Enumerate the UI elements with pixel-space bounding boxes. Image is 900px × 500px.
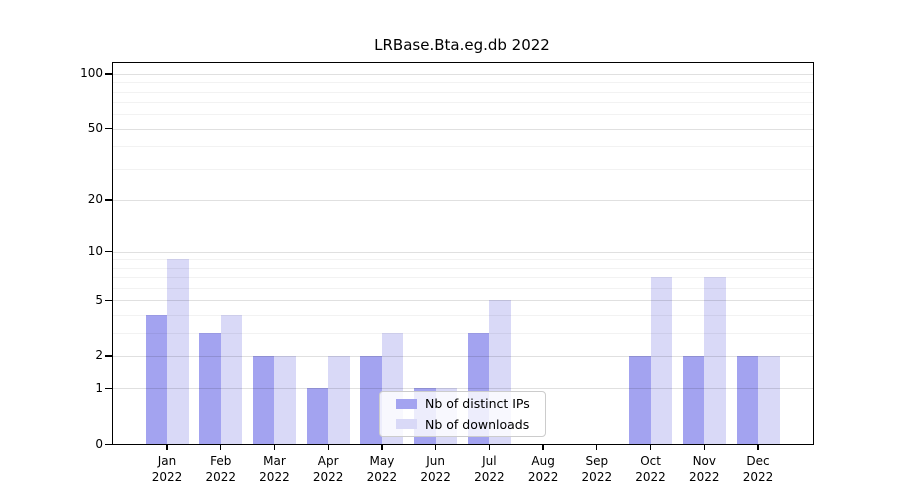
- x-tick-label-feb: Feb 2022: [205, 454, 236, 484]
- y-tick-1: [105, 387, 112, 390]
- axis-ticks-layer: 100 50 20 10 5 2 1 0 Jan 2022 Feb 2022 Mar 2022 Apr…: [80, 63, 813, 484]
- gridline-30: [113, 168, 813, 170]
- x-tick-jan: [166, 444, 168, 450]
- gridline-5: [113, 300, 813, 302]
- y-tick-2: [105, 355, 112, 357]
- y-tick-50: [105, 128, 112, 130]
- bar-apr-downloads: [328, 355, 350, 444]
- x-tick-jul: [488, 444, 491, 450]
- gridline-70: [113, 102, 813, 104]
- x-tick-label-nov: Nov 2022: [689, 454, 720, 484]
- bar-nov-downloads: [704, 277, 726, 444]
- legend-swatch-downloads: [396, 419, 417, 430]
- x-tick-label-jan: Jan 2022: [151, 454, 183, 484]
- bar-feb-ips: [199, 332, 221, 444]
- x-tick-oct: [649, 444, 652, 450]
- x-tick-mar: [273, 444, 276, 450]
- x-tick-label-jul: Jul 2022: [474, 454, 505, 484]
- gridline-90: [113, 82, 813, 84]
- x-tick-sep: [596, 444, 598, 450]
- x-tick-label-may: May 2022: [366, 454, 398, 484]
- x-tick-apr: [327, 444, 329, 450]
- gridline-7: [113, 277, 813, 279]
- x-tick-nov: [703, 444, 705, 450]
- y-tick-label-0: 0: [95, 436, 103, 451]
- x-tick-jun: [435, 444, 437, 450]
- legend-swatch-distinct-ips: [396, 398, 417, 409]
- bar-mar-downloads: [274, 355, 296, 444]
- x-tick-feb: [220, 444, 222, 450]
- x-tick-label-aug: Aug 2022: [527, 454, 559, 484]
- x-tick-label-sep: Sep 2022: [581, 454, 613, 484]
- y-tick-20: [105, 199, 112, 201]
- gridline-80: [113, 91, 813, 93]
- y-tick-label-50: 50: [87, 121, 103, 136]
- x-tick-may: [381, 444, 383, 450]
- bar-apr-ips: [306, 388, 329, 444]
- gridline-100: [113, 73, 813, 75]
- y-tick-0: [105, 443, 112, 445]
- x-tick-label-mar: Mar 2022: [259, 454, 290, 484]
- y-tick-label-100: 100: [80, 66, 103, 81]
- legend-label-distinct-ips: Nb of distinct IPs: [425, 396, 530, 412]
- bar-oct-ips: [629, 355, 651, 444]
- x-tick-label-apr: Apr 2022: [312, 454, 344, 484]
- y-tick-label-2: 2: [95, 348, 103, 363]
- gridline-4: [113, 314, 813, 316]
- gridline-2: [113, 355, 813, 357]
- gridline-6: [113, 287, 813, 289]
- gridline-20: [113, 199, 813, 201]
- bar-oct-downloads: [650, 277, 673, 444]
- gridline-8: [113, 267, 813, 269]
- gridline-10: [113, 251, 813, 253]
- x-tick-label-jun: Jun 2022: [420, 454, 451, 484]
- bar-nov-ips: [682, 355, 705, 444]
- legend-item-distinct-ips: Nb of distinct IPs: [380, 396, 545, 412]
- bar-feb-downloads: [220, 314, 243, 444]
- x-tick-dec: [757, 444, 759, 450]
- y-tick-5: [105, 299, 112, 302]
- gridline-40: [113, 146, 813, 148]
- y-tick-label-5: 5: [95, 292, 103, 307]
- bar-mar-ips: [252, 355, 275, 444]
- plot-area: 100 50 20 10 5 2 1 0 Jan 2022 Feb 2022 Mar 2022 Apr…: [80, 62, 814, 484]
- y-tick-10: [105, 251, 112, 253]
- gridline-60: [113, 114, 813, 116]
- bar-jan-ips: [145, 314, 167, 444]
- gridline-9: [113, 259, 813, 261]
- bar-may-ips: [360, 355, 382, 444]
- y-tick-label-1: 1: [95, 380, 103, 395]
- y-tick-100: [105, 73, 112, 75]
- y-tick-label-20: 20: [87, 192, 103, 207]
- legend-item-downloads: Nb of downloads: [380, 417, 545, 433]
- x-tick-aug: [542, 444, 544, 450]
- gridline-1: [113, 388, 813, 390]
- grid-layer: [113, 63, 813, 444]
- bar-dec-ips: [736, 355, 759, 444]
- y-tick-label-10: 10: [87, 244, 103, 259]
- bar-dec-downloads: [758, 355, 780, 444]
- gridline-50: [113, 128, 813, 130]
- x-tick-label-oct: Oct 2022: [635, 454, 666, 484]
- x-tick-label-dec: Dec 2022: [742, 454, 774, 484]
- legend: Nb of distinct IPs Nb of downloads: [379, 391, 546, 437]
- gridline-3: [113, 332, 813, 334]
- legend-label-downloads: Nb of downloads: [425, 416, 530, 432]
- bar-jan-downloads: [167, 259, 189, 444]
- chart-title: LRBase.Bta.eg.db 2022: [374, 36, 550, 54]
